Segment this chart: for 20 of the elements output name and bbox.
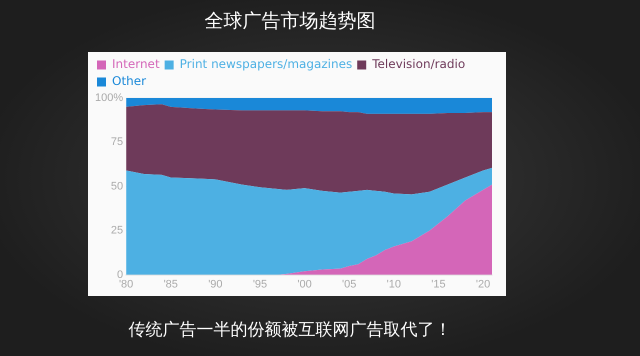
chart-title: 全球广告市场趋势图: [204, 9, 376, 34]
x-tick-label: '80: [118, 278, 134, 290]
text: 传统广告一半的份额被互联网广告取代了！: [128, 319, 452, 341]
x-tick-label: '15: [431, 278, 446, 290]
legend-label: Print newspapers/magazines: [180, 57, 352, 72]
y-tick-label: 100%: [94, 92, 124, 104]
x-tick-label: '90: [208, 278, 223, 290]
y-tick-label: 50: [110, 180, 124, 192]
x-tick-label: '10: [386, 278, 402, 290]
legend-label: Other: [112, 74, 146, 88]
y-tick-label: 0: [117, 268, 124, 281]
x-tick-label: '95: [252, 278, 268, 290]
x-tick-label: '20: [476, 278, 490, 290]
x-tick-label: '05: [342, 278, 356, 290]
legend-label: Internet: [112, 57, 160, 72]
y-tick-label: 75: [110, 136, 124, 148]
x-tick-label: '00: [297, 278, 312, 290]
legend-label: Television/radio: [371, 57, 466, 72]
y-tick-label: 25: [110, 224, 124, 237]
x-tick-label: '85: [164, 278, 178, 290]
